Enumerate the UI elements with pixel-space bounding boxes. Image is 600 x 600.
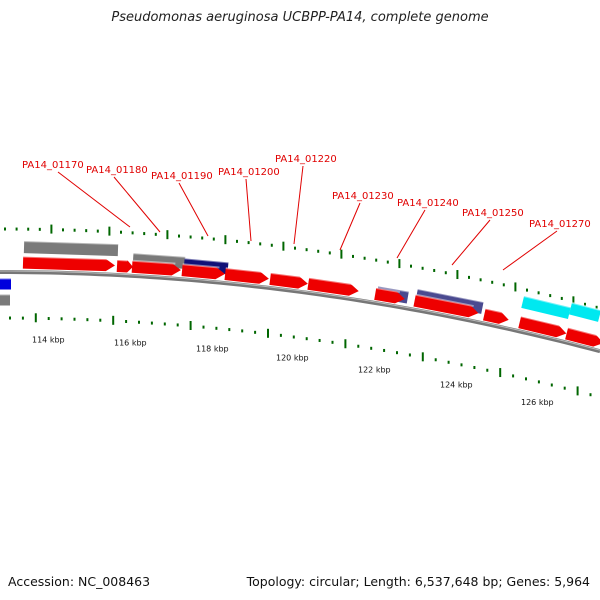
gene-forward-red-body — [565, 327, 600, 347]
locus-label: PA14_01190 — [151, 171, 213, 182]
gene-forward-red-body — [181, 264, 225, 280]
gene-forward-red — [224, 267, 269, 284]
leader-line — [339, 202, 361, 251]
locus-label: PA14_01240 — [397, 198, 459, 209]
gene-forward-red-body — [269, 273, 308, 289]
gene-forward-red-body — [224, 268, 269, 284]
gene-forward-red-shine — [182, 263, 220, 269]
gene-forward-red-shine — [485, 307, 505, 314]
leader-line — [396, 209, 426, 259]
gene-forward-red — [307, 276, 359, 296]
gene-forward-red-body — [131, 260, 181, 276]
gene-forward-red-shine — [567, 326, 600, 337]
gene-cyan-body — [568, 302, 600, 322]
kbp-labels: 114 kbp 116 kbp 118 kbp 120 kbp 122 kbp 124 k… — [32, 335, 554, 407]
gene-forward-red-shine — [23, 255, 110, 261]
gene-forward-red-body — [307, 277, 359, 296]
kbp-label: 118 kbp — [196, 345, 229, 354]
gene-forward-red-shine — [520, 315, 563, 328]
gene-forward-red — [483, 307, 509, 324]
gene-forward-red-body — [374, 288, 405, 304]
gene-forward-red — [565, 326, 600, 347]
gene-forward-red-body — [413, 294, 479, 318]
locus-label: PA14_01230 — [332, 191, 394, 202]
gene-forward-red — [518, 315, 567, 338]
gene-forward-red — [269, 272, 308, 289]
gene-cyan-shine — [571, 301, 600, 312]
gene-reverse-gray-shine — [133, 252, 186, 258]
gene-forward-red-body — [22, 256, 115, 272]
gene-forward-red — [22, 255, 115, 272]
leader-line — [293, 165, 304, 245]
kbp-label: 114 kbp — [32, 335, 65, 344]
gene-dark-blue-shine — [184, 257, 229, 264]
locus-label: PA14_01170 — [22, 160, 84, 171]
kbp-label: 126 kbp — [521, 398, 554, 407]
gene-forward-red — [131, 259, 181, 276]
gene-forward-red-shine — [376, 287, 401, 294]
locus-label: PA14_01180 — [86, 165, 148, 176]
gene-reverse-gray-shine — [24, 240, 119, 246]
genome-summary-text: Topology: circular; Length: 6,537,648 bp… — [246, 574, 590, 589]
genome-backbone — [0, 270, 600, 354]
gene-blue-left-body — [0, 278, 12, 290]
locus-label: PA14_01250 — [462, 208, 524, 219]
gene-forward-red-shine — [132, 259, 176, 265]
gene-forward-red — [374, 287, 405, 304]
gene-cyan — [568, 301, 600, 322]
feature-track — [0, 240, 600, 347]
lower-tick-row — [9, 313, 592, 397]
locus-label: PA14_01270 — [529, 219, 591, 230]
kbp-label: 122 kbp — [358, 365, 391, 374]
kbp-label: 124 kbp — [440, 380, 473, 389]
gene-forward-red — [413, 293, 479, 318]
gene-reverse-gray — [23, 240, 119, 257]
gene-forward-red-shine — [225, 267, 264, 274]
gene-reverse-gray-left — [0, 293, 11, 306]
gene-cyan-shine — [523, 295, 571, 309]
map-title: Pseudomonas aeruginosa UCBPP-PA14, compl… — [111, 10, 489, 25]
leader-line — [451, 219, 491, 266]
kbp-label: 120 kbp — [276, 354, 309, 363]
gene-cyan — [521, 295, 571, 320]
gene-forward-red-shine — [308, 276, 354, 286]
kbp-label: 116 kbp — [114, 339, 147, 348]
gene-forward-red — [181, 263, 225, 280]
backbone-highlight — [0, 270, 600, 351]
gene-reverse-gray-left-body — [0, 294, 11, 306]
gene-forward-red-body — [116, 260, 133, 273]
gene-reverse-gray-body — [23, 241, 119, 257]
gene-forward-red-shine — [117, 259, 128, 262]
gene-cyan-body — [521, 296, 571, 320]
leader-line — [113, 176, 161, 233]
gene-forward-red-shine — [270, 272, 303, 279]
gene-forward-red — [116, 259, 133, 273]
locus-label: PA14_01220 — [275, 154, 337, 165]
leader-line — [245, 178, 252, 242]
leader-line — [178, 182, 209, 237]
gene-slate-blue-shine — [378, 285, 409, 293]
leader-line — [502, 230, 558, 271]
leader-line — [57, 171, 131, 228]
gene-forward-red-body — [518, 316, 567, 338]
upper-tick-row — [4, 224, 598, 309]
accession-text: Accession: NC_008463 — [8, 574, 151, 589]
locus-label: PA14_01200 — [218, 167, 280, 178]
label-leaders — [57, 165, 558, 271]
gene-forward-red-shine — [415, 293, 474, 308]
backbone-line — [0, 270, 600, 354]
gene-forward-red-body — [483, 308, 509, 324]
gene-slate-blue-shine — [417, 288, 484, 304]
gene-blue-left — [0, 277, 12, 290]
